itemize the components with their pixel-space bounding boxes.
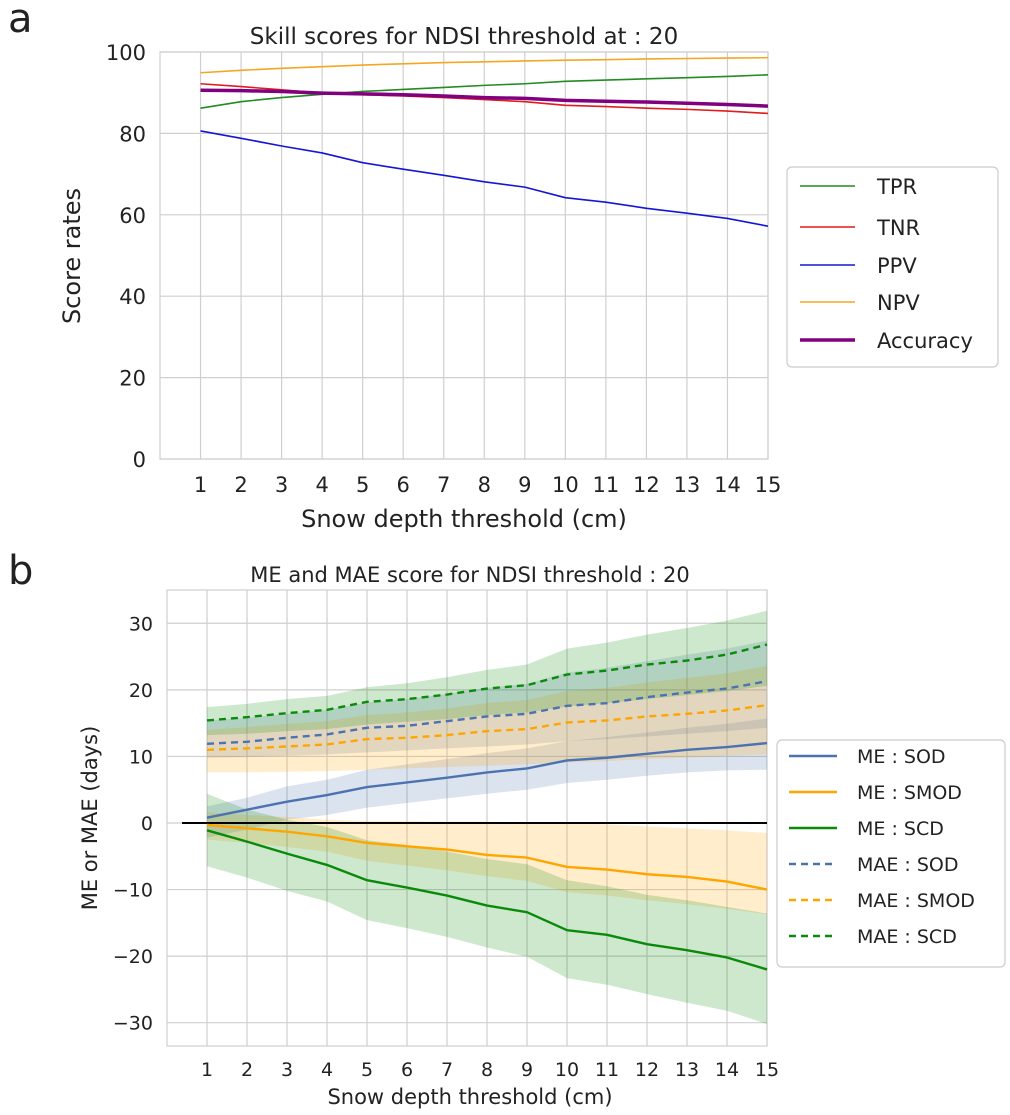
x-tick-label: 9 [518,473,531,497]
panel-letter-a: a [8,0,33,42]
legend-a: TPR TNR PPV NPV Accuracy [786,166,999,368]
x-axis-label-b: Snow depth threshold (cm) [327,1085,612,1109]
x-axis-label-a: Snow depth threshold (cm) [301,505,627,533]
x-tick-label: 13 [674,473,701,497]
series-lines-a [200,56,769,227]
legend-b: ME : SOD ME : SMOD ME : SCD MAE : SOD MAE : … [776,739,1006,968]
band-mae-smod [207,665,767,773]
x-tick-label: 1 [194,473,207,497]
x-tick-label: 12 [633,473,660,497]
y-tick-label: 60 [119,204,146,228]
y-ticks-b: −30 −20 −10 0 10 20 30 [113,613,153,1034]
grid-a [160,51,769,460]
band-mae-sod [207,640,767,758]
chart-title-a: Skill scores for NDSI threshold at : 20 [250,24,678,50]
x-tick-label: 1 [201,1059,213,1081]
panel-letter-b: b [8,548,33,594]
x-tick-label: 6 [401,1059,413,1081]
legend-frame-b [776,739,1006,968]
y-axis-label-a: Score rates [58,188,86,324]
x-ticks-a: 1 2 3 4 5 6 7 8 9 10 11 12 13 14 15 [194,473,782,497]
series-lines-b [206,643,768,971]
legend-frame-a [786,166,999,368]
series-line-accuracy [200,88,769,108]
x-tick-label: 13 [675,1059,699,1081]
y-tick-label: 10 [129,746,153,768]
band-me-scd [207,793,767,1025]
y-tick-label: 30 [129,613,153,635]
legend-label-npv: NPV [877,291,920,315]
series-line-mae-sod [206,680,768,745]
series-line-mae-scd [206,643,768,722]
series-line-me-sod [206,741,768,819]
legend-label-ppv: PPV [877,254,917,278]
y-tick-label: 0 [141,813,153,835]
x-tick-label: 5 [356,473,369,497]
band-mae-scd [207,610,767,736]
y-tick-label: 100 [106,41,146,65]
x-tick-label: 5 [361,1059,373,1081]
x-tick-label: 15 [755,1059,779,1081]
y-tick-label: 20 [129,680,153,702]
legend-label-tpr: TPR [876,175,917,199]
x-ticks-b: 1 2 3 4 5 6 7 8 9 10 11 12 13 14 15 [201,1059,779,1081]
legend-label-mae-sod: MAE : SOD [857,854,959,876]
legend-label-tnr: TNR [876,216,920,240]
legend-label-accuracy: Accuracy [877,329,973,353]
x-tick-label: 2 [234,473,247,497]
x-tick-label: 8 [478,473,491,497]
y-tick-label: 0 [133,448,146,472]
series-line-me-scd [206,829,768,971]
series-line-tpr [200,73,769,109]
x-tick-label: 2 [241,1059,253,1081]
x-tick-label: 10 [555,1059,579,1081]
x-tick-label: 7 [437,473,450,497]
series-line-npv [200,56,769,74]
plot-frame-a [159,51,769,460]
x-tick-label: 14 [715,1059,739,1081]
x-tick-label: 10 [552,473,579,497]
x-tick-label: 11 [595,1059,619,1081]
y-tick-label: 40 [119,285,146,309]
x-tick-label: 6 [397,473,410,497]
y-ticks-a: 0 20 40 60 80 100 [106,41,146,472]
x-tick-label: 4 [321,1059,333,1081]
x-tick-label: 15 [755,473,782,497]
legend-label-mae-smod: MAE : SMOD [857,890,975,912]
band-me-smod [207,812,767,915]
series-line-mae-smod [206,703,768,751]
uncertainty-bands-b [207,610,767,1025]
plot-frame-b [166,589,768,1047]
x-tick-label: 9 [521,1059,533,1081]
x-tick-label: 11 [592,473,619,497]
x-tick-label: 8 [481,1059,493,1081]
x-tick-label: 3 [281,1059,293,1081]
y-tick-label: −20 [113,946,153,968]
x-tick-label: 3 [275,473,288,497]
band-me-sod [207,718,767,838]
x-tick-label: 4 [315,473,328,497]
y-tick-label: −30 [113,1013,153,1035]
x-tick-label: 7 [441,1059,453,1081]
y-axis-label-b: ME or MAE (days) [78,726,102,911]
legend-label-me-scd: ME : SCD [857,818,944,840]
legend-label-me-sod: ME : SOD [857,746,946,768]
legend-label-mae-scd: MAE : SCD [857,926,957,948]
legend-label-me-smod: ME : SMOD [857,782,962,804]
series-line-me-smod [206,823,768,891]
y-tick-label: 80 [119,122,146,146]
x-tick-label: 12 [635,1059,659,1081]
series-line-ppv [200,130,769,227]
chart-title-b: ME and MAE score for NDSI threshold : 20 [250,563,689,587]
x-tick-label: 14 [714,473,741,497]
grid-b [167,590,768,1046]
y-tick-label: 20 [119,367,146,391]
y-tick-label: −10 [113,880,153,902]
